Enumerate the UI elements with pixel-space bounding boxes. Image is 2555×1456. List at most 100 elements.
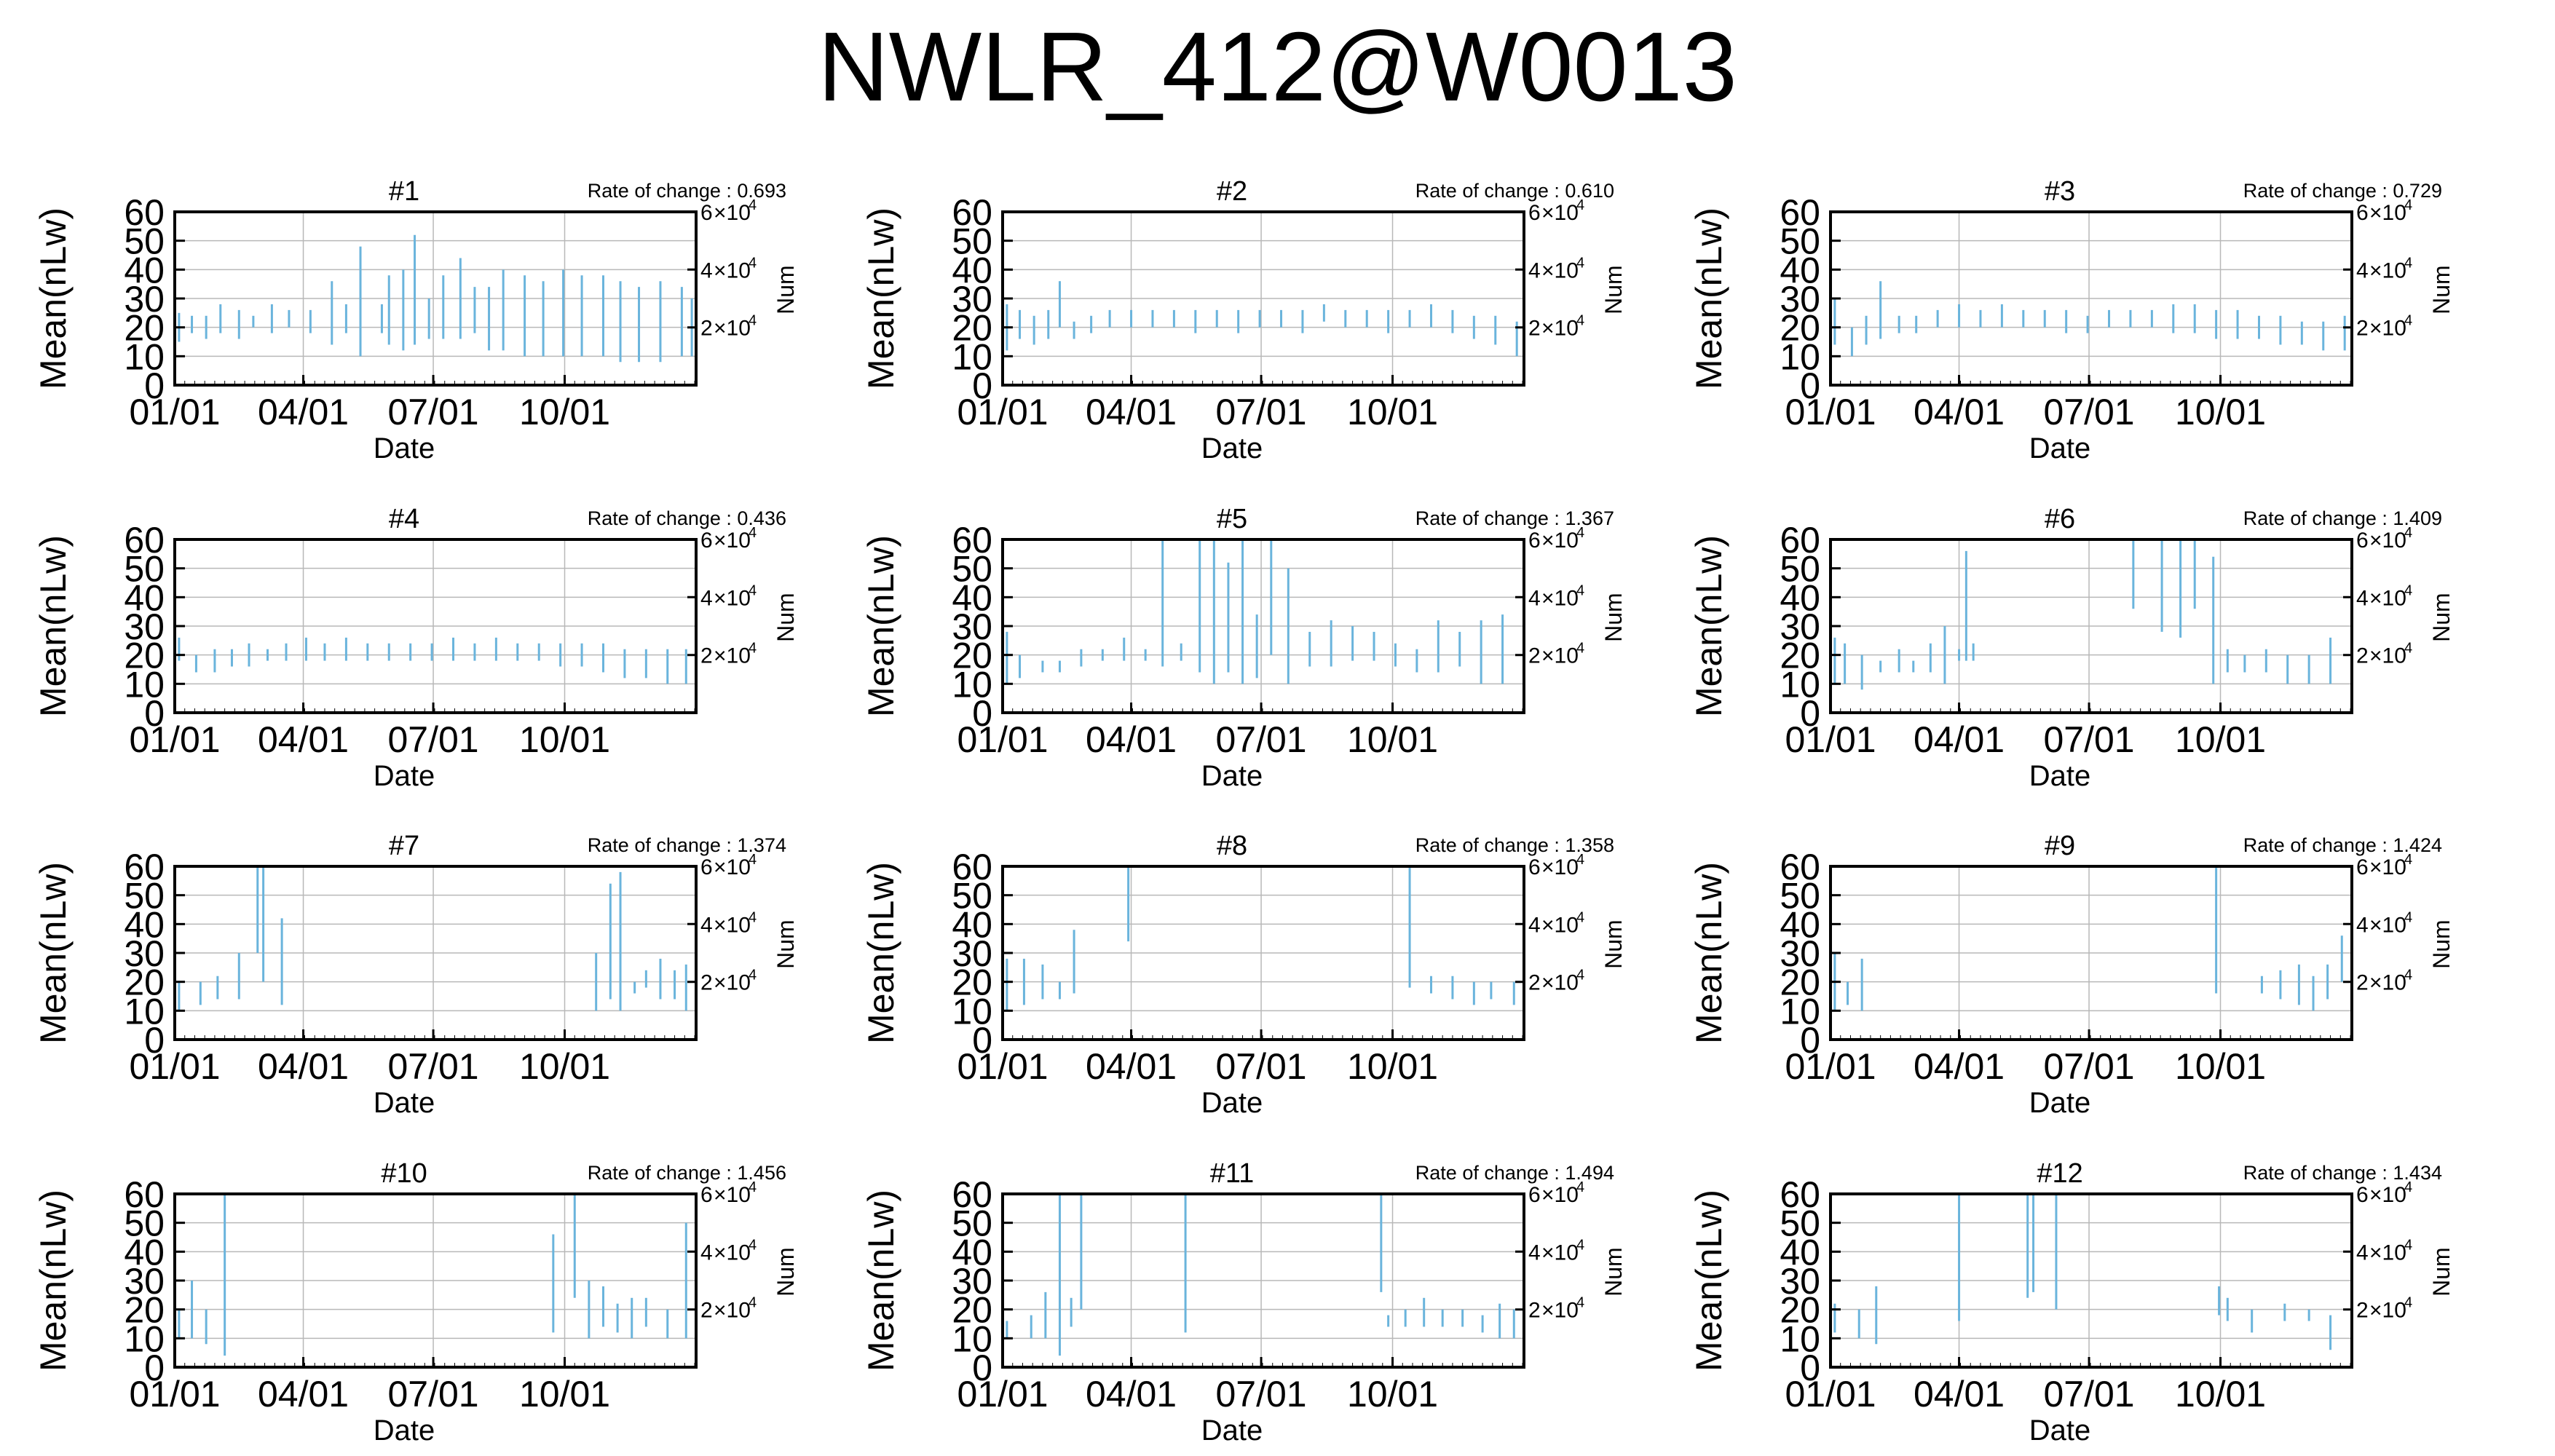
y-tick-label: 60 (124, 192, 165, 233)
y-tick-label: 60 (952, 520, 992, 561)
x-tick-label: 04/01 (1914, 392, 2005, 432)
panel-title: #6 (2045, 504, 2075, 534)
y2-tick-times-ten: ×10 (714, 1183, 751, 1207)
y2-tick-exponent: 4 (749, 852, 757, 868)
x-axis-label: Date (2029, 1087, 2091, 1119)
y2-tick-exponent: 4 (2404, 255, 2412, 271)
y2-tick-mantissa: 4 (2356, 258, 2369, 282)
rate-of-change-label: Rate of change : 1.456 (588, 1162, 786, 1184)
x-tick-label: 07/01 (1215, 1374, 1306, 1415)
x-tick-label: 10/01 (519, 1046, 610, 1087)
x-tick-label: 01/01 (1785, 719, 1876, 760)
y-tick-label: 40 (952, 577, 992, 618)
y2-tick-exponent: 4 (2404, 1179, 2412, 1195)
y-axis-label: Mean(nLw) (1689, 207, 1729, 389)
x-tick-label: 07/01 (387, 719, 478, 760)
x-tick-label: 10/01 (2175, 1374, 2266, 1415)
rate-of-change-label: Rate of change : 1.358 (1415, 834, 1614, 856)
y2-axis-label: Num (2428, 919, 2455, 969)
y2-tick-times-ten: ×10 (714, 855, 751, 879)
y-tick-label: 40 (124, 250, 165, 290)
y2-tick-mantissa: 6 (700, 201, 713, 225)
x-axis-label: Date (374, 760, 435, 792)
y-tick-label: 40 (1780, 577, 1820, 618)
y2-tick-mantissa: 2 (1528, 644, 1541, 668)
y2-tick-exponent: 4 (2404, 852, 2412, 868)
y2-tick-times-ten: ×10 (1541, 201, 1579, 225)
y2-tick-times-ten: ×10 (714, 258, 751, 282)
y2-tick-label: 6 ×104 (700, 852, 757, 879)
y2-tick-label: 2 ×104 (700, 641, 757, 668)
y-tick-label: 20 (1780, 1290, 1820, 1331)
panel-title: #2 (1217, 176, 1247, 207)
x-tick-label: 10/01 (519, 392, 610, 432)
y2-tick-exponent: 4 (1576, 968, 1584, 984)
panel-title: #3 (2045, 176, 2075, 207)
y-tick-label: 0 (1800, 1348, 1820, 1388)
x-axis-label: Date (1201, 432, 1263, 464)
y2-tick-times-ten: ×10 (1541, 1299, 1579, 1323)
y2-tick-times-ten: ×10 (1541, 1241, 1579, 1265)
y-tick-label: 20 (124, 636, 165, 676)
y2-axis-label: Num (2428, 593, 2455, 642)
y2-tick-exponent: 4 (749, 909, 757, 925)
y-tick-label: 40 (124, 1232, 165, 1273)
x-axis-label: Date (2029, 1415, 2091, 1447)
y2-tick-mantissa: 2 (700, 644, 713, 668)
y2-tick-exponent: 4 (1576, 197, 1584, 213)
y2-tick-times-ten: ×10 (2369, 586, 2406, 610)
y2-tick-mantissa: 2 (700, 971, 713, 995)
y2-tick-label: 2 ×104 (1528, 968, 1584, 995)
y2-axis-label: Num (1600, 1247, 1627, 1297)
x-tick-label: 01/01 (1785, 1046, 1876, 1087)
y-tick-label: 0 (972, 1020, 992, 1061)
y2-tick-label: 4 ×104 (1528, 255, 1584, 282)
x-tick-label: 04/01 (1914, 719, 2005, 760)
y2-tick-times-ten: ×10 (714, 971, 751, 995)
y-tick-label: 0 (144, 1020, 165, 1061)
y-tick-label: 0 (1800, 693, 1820, 734)
y2-tick-label: 6 ×104 (2356, 197, 2412, 225)
y2-tick-mantissa: 4 (1528, 913, 1541, 937)
rate-of-change-label: Rate of change : 1.374 (588, 834, 786, 856)
rate-of-change-label: Rate of change : 1.367 (1415, 507, 1614, 529)
panel-title: #11 (1210, 1158, 1255, 1189)
y2-tick-mantissa: 2 (2356, 971, 2369, 995)
x-tick-label: 04/01 (1086, 719, 1177, 760)
panel-title: #12 (2037, 1158, 2082, 1189)
y2-axis-label: Num (773, 593, 799, 642)
y-tick-label: 0 (144, 1348, 165, 1388)
y2-tick-mantissa: 6 (1528, 855, 1541, 879)
y-tick-label: 20 (124, 308, 165, 349)
y2-tick-mantissa: 4 (1528, 1241, 1541, 1265)
y-tick-label: 20 (124, 962, 165, 1003)
rate-of-change-label: Rate of change : 0.436 (588, 507, 786, 529)
y2-tick-mantissa: 2 (2356, 1299, 2369, 1323)
y-tick-label: 10 (124, 991, 165, 1032)
y-tick-label: 60 (1780, 847, 1820, 887)
x-tick-label: 01/01 (957, 392, 1048, 432)
y2-tick-label: 6 ×104 (2356, 525, 2412, 553)
x-tick-label: 01/01 (1785, 1374, 1876, 1415)
y2-tick-label: 6 ×104 (700, 197, 757, 225)
x-tick-label: 01/01 (1785, 392, 1876, 432)
y-tick-label: 0 (144, 693, 165, 734)
y2-tick-exponent: 4 (2404, 1295, 2412, 1311)
x-tick-label: 01/01 (957, 1046, 1048, 1087)
rate-of-change-label: Rate of change : 0.693 (588, 180, 786, 202)
y-tick-label: 40 (952, 1232, 992, 1273)
y2-axis-label: Num (2428, 265, 2455, 314)
y2-tick-label: 4 ×104 (700, 909, 757, 937)
y2-tick-exponent: 4 (2404, 525, 2412, 541)
y-tick-label: 20 (952, 308, 992, 349)
y-tick-label: 40 (952, 904, 992, 945)
y2-tick-label: 4 ×104 (1528, 582, 1584, 610)
y-tick-label: 20 (952, 636, 992, 676)
y2-tick-label: 4 ×104 (1528, 1237, 1584, 1265)
